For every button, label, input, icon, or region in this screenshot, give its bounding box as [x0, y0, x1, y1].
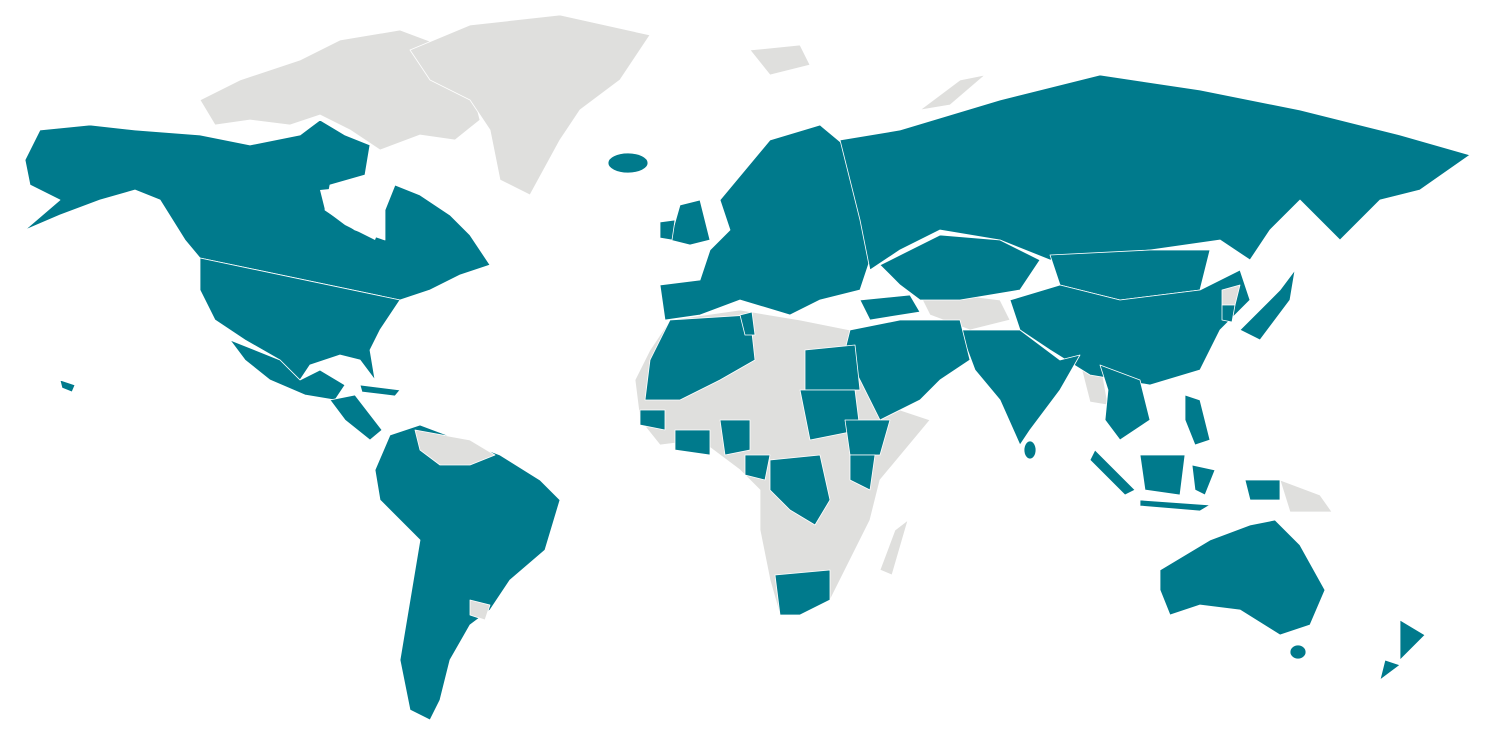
java[interactable] — [1139, 499, 1211, 512]
arctic-islands[interactable] — [199, 29, 481, 151]
cuba[interactable] — [359, 384, 401, 397]
greenland[interactable] — [409, 14, 651, 196]
united-kingdom[interactable] — [669, 199, 711, 246]
philippines[interactable] — [1184, 394, 1211, 446]
ethiopia[interactable] — [844, 419, 891, 456]
svalbard[interactable] — [749, 44, 811, 76]
mexico[interactable] — [229, 339, 346, 401]
madagascar[interactable] — [879, 519, 909, 576]
southeast-asia[interactable] — [1099, 364, 1151, 441]
highlighted-countries — [24, 74, 1471, 721]
new-zealand-north[interactable] — [1399, 619, 1426, 661]
turkey[interactable] — [859, 294, 921, 321]
senegal[interactable] — [639, 409, 666, 431]
papua-new-guinea[interactable] — [1279, 479, 1333, 513]
egypt[interactable] — [804, 344, 861, 391]
south-korea[interactable] — [1221, 304, 1236, 323]
ireland[interactable] — [659, 219, 676, 241]
india[interactable] — [959, 329, 1081, 446]
new-zealand-south[interactable] — [1379, 659, 1401, 681]
south-america-main[interactable] — [374, 424, 561, 721]
china[interactable] — [1009, 269, 1251, 386]
united-states[interactable] — [199, 257, 401, 381]
kazakhstan[interactable] — [879, 234, 1041, 301]
russia[interactable] — [839, 74, 1471, 271]
uruguay[interactable] — [469, 599, 491, 621]
nigeria[interactable] — [719, 419, 751, 456]
iceland[interactable] — [607, 152, 649, 174]
venezuela-guyana[interactable] — [414, 429, 496, 466]
north-america-north[interactable] — [24, 119, 491, 301]
tasmania[interactable] — [1289, 644, 1307, 660]
cameroon-gabon[interactable] — [744, 454, 771, 481]
japan[interactable] — [1239, 269, 1296, 341]
sri-lanka[interactable] — [1023, 440, 1037, 460]
australia[interactable] — [1159, 519, 1326, 636]
hawaii[interactable] — [59, 379, 76, 393]
borneo[interactable] — [1139, 454, 1186, 496]
sumatra[interactable] — [1089, 449, 1136, 496]
sulawesi[interactable] — [1191, 464, 1216, 496]
europe[interactable] — [659, 124, 871, 321]
kenya[interactable] — [849, 454, 876, 491]
central-america[interactable] — [329, 394, 383, 441]
south-africa[interactable] — [774, 569, 831, 616]
ghana-ivory-coast[interactable] — [674, 429, 711, 456]
dr-congo[interactable] — [769, 454, 831, 526]
hudson-bay — [320, 185, 385, 240]
novaya-zemlya[interactable] — [919, 74, 986, 111]
tunisia[interactable] — [739, 311, 756, 336]
papua-indonesia[interactable] — [1244, 479, 1281, 501]
